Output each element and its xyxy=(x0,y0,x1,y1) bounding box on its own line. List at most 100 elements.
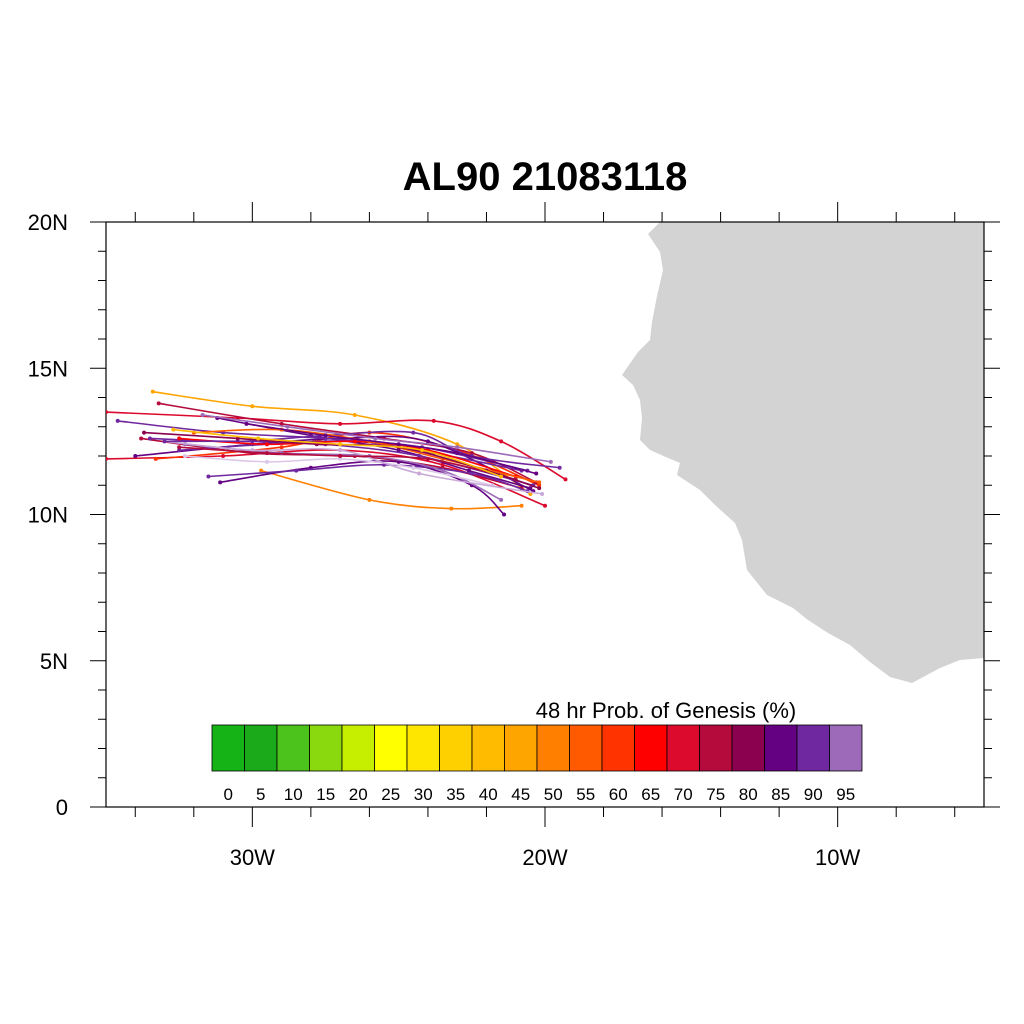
colorbar-box xyxy=(406,724,440,772)
track-point xyxy=(469,471,474,476)
track-point xyxy=(440,462,445,467)
track-point xyxy=(139,436,144,441)
track-point xyxy=(548,459,553,464)
track-line xyxy=(152,390,531,495)
colorbar-box xyxy=(439,724,473,772)
track-point xyxy=(455,442,460,447)
track-point xyxy=(106,410,108,415)
lon-label: 30W xyxy=(230,845,275,870)
track-point xyxy=(279,421,284,426)
genesis-tracks xyxy=(106,389,568,517)
lat-labels: 20N 15N 10N 5N 0 xyxy=(28,210,68,820)
track-point xyxy=(557,465,562,470)
lon-label: 10W xyxy=(815,845,860,870)
track-point xyxy=(338,448,343,453)
track-point xyxy=(153,456,158,461)
track-point xyxy=(264,459,269,464)
track-point xyxy=(294,468,299,473)
track-point xyxy=(177,445,182,450)
colorbar-label: 15 xyxy=(316,785,335,804)
track-point xyxy=(499,439,504,444)
track-point xyxy=(338,456,343,461)
track-point xyxy=(133,454,138,458)
track-point xyxy=(200,413,205,418)
colorbar-label: 35 xyxy=(446,785,465,804)
track-point xyxy=(502,512,507,517)
colorbar-box xyxy=(276,724,310,772)
track-point xyxy=(455,445,460,450)
track-point xyxy=(420,448,425,453)
track-point xyxy=(425,456,430,461)
track-point xyxy=(338,421,343,426)
track-point xyxy=(177,436,182,441)
colorbar-label: 60 xyxy=(609,785,628,804)
colorbar-label: 25 xyxy=(381,785,400,804)
colorbar-label: 40 xyxy=(479,785,498,804)
track-point xyxy=(537,486,542,491)
colorbar-label: 55 xyxy=(576,785,595,804)
track-point xyxy=(543,503,547,508)
track-point xyxy=(162,439,167,444)
track-point xyxy=(417,471,422,476)
track-point xyxy=(256,436,261,441)
track-point xyxy=(449,506,454,511)
colorbar-box xyxy=(796,724,830,772)
track-point xyxy=(338,442,343,447)
colorbar-box xyxy=(504,724,538,772)
track-point xyxy=(455,451,460,456)
track-point xyxy=(150,389,155,394)
colorbar-box xyxy=(569,724,603,772)
track-point xyxy=(411,430,416,435)
lat-label: 10N xyxy=(28,503,68,528)
colorbar-label: 65 xyxy=(641,785,660,804)
colorbar-box xyxy=(471,724,505,772)
track-point xyxy=(425,439,430,444)
colorbar-box xyxy=(244,724,278,772)
track-point xyxy=(338,454,343,458)
colorbar-box xyxy=(699,724,733,772)
track-point xyxy=(367,497,372,502)
track-point xyxy=(323,433,328,438)
colorbar-label: 5 xyxy=(256,785,265,804)
colorbar-box xyxy=(764,724,798,772)
colorbar: 0 5 10 15 20 25 30 35 40 45 50 55 60 65 70 75 80 85 90 95 xyxy=(211,724,863,804)
colorbar-label: 70 xyxy=(674,785,693,804)
colorbar-box xyxy=(601,724,635,772)
track-point xyxy=(499,497,504,502)
colorbar-box xyxy=(666,724,700,772)
lat-label: 5N xyxy=(40,649,68,674)
track-point xyxy=(142,430,147,435)
land-africa xyxy=(622,222,984,683)
colorbar-label: 10 xyxy=(284,785,303,804)
lat-label: 0 xyxy=(56,795,68,820)
track-point xyxy=(183,454,188,458)
track-point xyxy=(279,445,284,450)
track-point xyxy=(466,468,471,473)
track-point xyxy=(537,483,542,488)
track-point xyxy=(156,401,161,406)
track-point xyxy=(115,418,120,423)
lat-label: 20N xyxy=(28,210,68,235)
track-point xyxy=(528,486,533,491)
colorbar-box xyxy=(374,724,408,772)
track-point xyxy=(235,436,240,441)
track-point xyxy=(352,439,357,444)
track-point xyxy=(259,468,264,473)
track-point xyxy=(417,454,422,458)
track-point xyxy=(218,480,223,485)
axis-ticks xyxy=(90,202,1000,827)
track-point xyxy=(264,442,269,447)
track-point xyxy=(147,436,152,441)
lat-label: 15N xyxy=(28,356,68,381)
colorbar-label: 85 xyxy=(771,785,790,804)
track-point xyxy=(250,404,255,409)
track-point xyxy=(244,421,249,426)
track-point xyxy=(323,436,328,441)
colorbar-label: 95 xyxy=(836,785,855,804)
track-point xyxy=(540,492,545,497)
track-point xyxy=(250,439,255,444)
track-point xyxy=(499,474,504,479)
track-point xyxy=(396,448,401,453)
colorbar-label: 0 xyxy=(224,785,233,804)
